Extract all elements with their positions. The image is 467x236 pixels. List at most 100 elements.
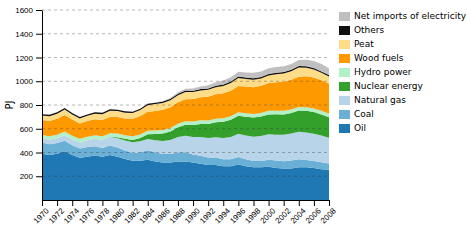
x-tick-mark	[329, 200, 330, 206]
y-tick-label: 800	[20, 101, 34, 110]
legend-item: Peat	[339, 39, 374, 49]
y-tick: 600	[20, 125, 42, 134]
y-tick-label: 1600	[15, 6, 33, 15]
y-tick-label: 1000	[15, 77, 33, 86]
x-tick-label: 1994	[213, 206, 232, 225]
grid-line	[42, 105, 329, 106]
x-tick-mark	[299, 200, 300, 206]
legend-swatch	[339, 54, 350, 63]
x-tick-label: 2008	[319, 206, 338, 225]
area-layer	[42, 76, 329, 139]
y-tick-mark	[36, 105, 42, 106]
x-tick-label: 1990	[183, 206, 202, 225]
x-tick-label: 1996	[228, 206, 247, 225]
x-tick-mark	[238, 200, 239, 206]
y-axis-title: PJ	[4, 101, 15, 110]
legend-swatch	[339, 96, 350, 105]
x-tick-label: 1974	[62, 206, 81, 225]
x-tick-label: 1986	[153, 206, 172, 225]
legend-label: Natural gas	[354, 95, 406, 105]
x-tick-mark	[223, 200, 224, 206]
y-axis-line	[42, 11, 43, 201]
legend-item: Nuclear energy	[339, 81, 424, 91]
y-tick: 1200	[15, 54, 42, 63]
y-tick-label: 600	[20, 125, 34, 134]
x-tick-label: 1972	[47, 206, 66, 225]
grid-line	[42, 57, 329, 58]
x-tick-label: 1976	[77, 206, 96, 225]
legend-item: Natural gas	[339, 95, 406, 105]
x-tick: 2008	[319, 200, 338, 225]
x-tick-label: 1978	[92, 206, 111, 225]
legend-item: Oil	[339, 123, 366, 133]
legend-swatch	[339, 82, 350, 91]
legend-item: Hydro power	[339, 67, 412, 77]
legend-label: Oil	[354, 123, 366, 133]
grid-line	[42, 152, 329, 153]
x-axis-line	[43, 200, 330, 201]
x-tick-mark	[314, 200, 315, 206]
area-layer	[42, 66, 329, 118]
legend-label: Nuclear energy	[354, 81, 424, 91]
x-tick-mark	[208, 200, 209, 206]
x-tick-mark	[193, 200, 194, 206]
x-tick-label: 1992	[198, 206, 217, 225]
y-tick: 1000	[15, 77, 42, 86]
x-tick-mark	[253, 200, 254, 206]
legend-swatch	[339, 110, 350, 119]
x-axis: 1970197219741976197819801982198419861988…	[32, 200, 338, 225]
x-tick-mark	[72, 200, 73, 206]
y-tick-label: 200	[20, 172, 34, 181]
legend-swatch	[339, 124, 350, 133]
y-tick: 200	[20, 172, 42, 181]
x-tick-mark	[57, 200, 58, 206]
legend-label: Peat	[354, 39, 374, 49]
x-tick-label: 1984	[138, 206, 157, 225]
x-tick-label: 1988	[168, 206, 187, 225]
grid-line	[42, 81, 329, 82]
x-tick-label: 1980	[107, 206, 126, 225]
y-tick-mark	[36, 58, 42, 59]
y-tick-mark	[36, 176, 42, 177]
legend-swatch	[339, 26, 350, 35]
areas	[42, 60, 329, 200]
x-tick-mark	[163, 200, 164, 206]
x-tick-mark	[269, 200, 270, 206]
area-layer	[42, 60, 329, 117]
legend-item: Wood fuels	[339, 53, 404, 63]
y-tick: 1600	[15, 6, 42, 15]
chart: 1970197219741976197819801982198419861988…	[0, 0, 467, 236]
grid	[42, 10, 329, 176]
x-tick-label: 1970	[32, 206, 51, 225]
x-tick-label: 1982	[123, 206, 142, 225]
y-tick-mark	[36, 10, 42, 11]
legend-label: Wood fuels	[354, 53, 404, 63]
x-tick-label: 2002	[274, 206, 293, 225]
x-tick-mark	[148, 200, 149, 206]
y-tick-label: 1400	[15, 30, 33, 39]
x-tick-mark	[102, 200, 103, 206]
grid-line	[42, 10, 329, 11]
legend-label: Others	[354, 25, 385, 35]
legend-swatch	[339, 12, 350, 21]
y-tick-mark	[36, 34, 42, 35]
legend-swatch	[339, 40, 350, 49]
y-tick-mark	[36, 129, 42, 130]
x-tick-mark	[87, 200, 88, 206]
area-layer	[42, 67, 329, 123]
y-tick: 400	[20, 149, 42, 158]
x-tick-mark	[284, 200, 285, 206]
legend: Net imports of electricity Others Peat Wood…	[339, 11, 467, 133]
legend-item: Coal	[339, 109, 374, 119]
y-tick-mark	[36, 153, 42, 154]
y-tick-label: 1200	[15, 54, 33, 63]
grid-line	[42, 128, 329, 129]
x-tick-label: 2004	[289, 206, 308, 225]
grid-line	[42, 176, 329, 177]
grid-line	[42, 33, 329, 34]
x-tick-label: 2006	[304, 206, 323, 225]
legend-item: Net imports of electricity	[339, 11, 467, 21]
legend-label: Net imports of electricity	[354, 11, 467, 21]
y-tick-mark	[36, 81, 42, 82]
legend-label: Coal	[354, 109, 374, 119]
